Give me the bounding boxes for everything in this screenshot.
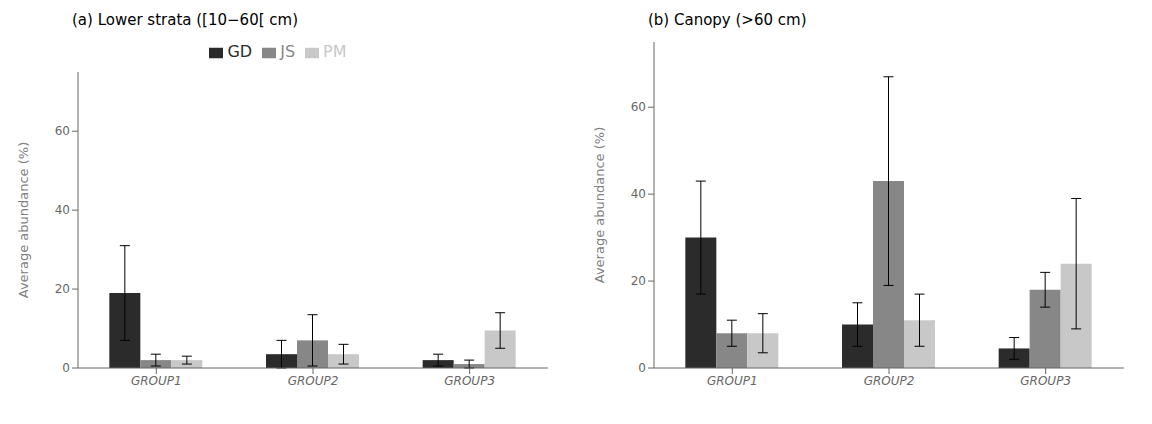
svg-text:GROUP1: GROUP1 — [131, 374, 182, 388]
svg-text:GROUP2: GROUP2 — [864, 374, 915, 388]
svg-text:Average abundance (%): Average abundance (%) — [16, 142, 31, 298]
svg-text:GROUP1: GROUP1 — [707, 374, 758, 388]
html-text:JS: JS — [280, 42, 296, 61]
svg-text:40: 40 — [631, 187, 646, 201]
svg-text:60: 60 — [55, 124, 70, 138]
html-text:GD: GD — [227, 42, 253, 61]
svg-text:Average abundance (%): Average abundance (%) — [592, 127, 607, 283]
svg-text:20: 20 — [55, 282, 70, 296]
svg-text:GROUP3: GROUP3 — [444, 374, 495, 388]
svg-text:0: 0 — [638, 361, 646, 375]
html-text:PM: PM — [323, 42, 347, 61]
svg-text:60: 60 — [631, 100, 646, 114]
html-text:(b) Canopy (>60 cm): (b) Canopy (>60 cm) — [648, 11, 807, 29]
svg-text:20: 20 — [631, 274, 646, 288]
svg-text:0: 0 — [62, 361, 70, 375]
html-text:(a) Lower strata ([10−60[ cm): (a) Lower strata ([10−60[ cm) — [72, 11, 298, 29]
svg-text:40: 40 — [55, 203, 70, 217]
svg-text:GROUP2: GROUP2 — [288, 374, 339, 388]
svg-text:GROUP3: GROUP3 — [1020, 374, 1071, 388]
